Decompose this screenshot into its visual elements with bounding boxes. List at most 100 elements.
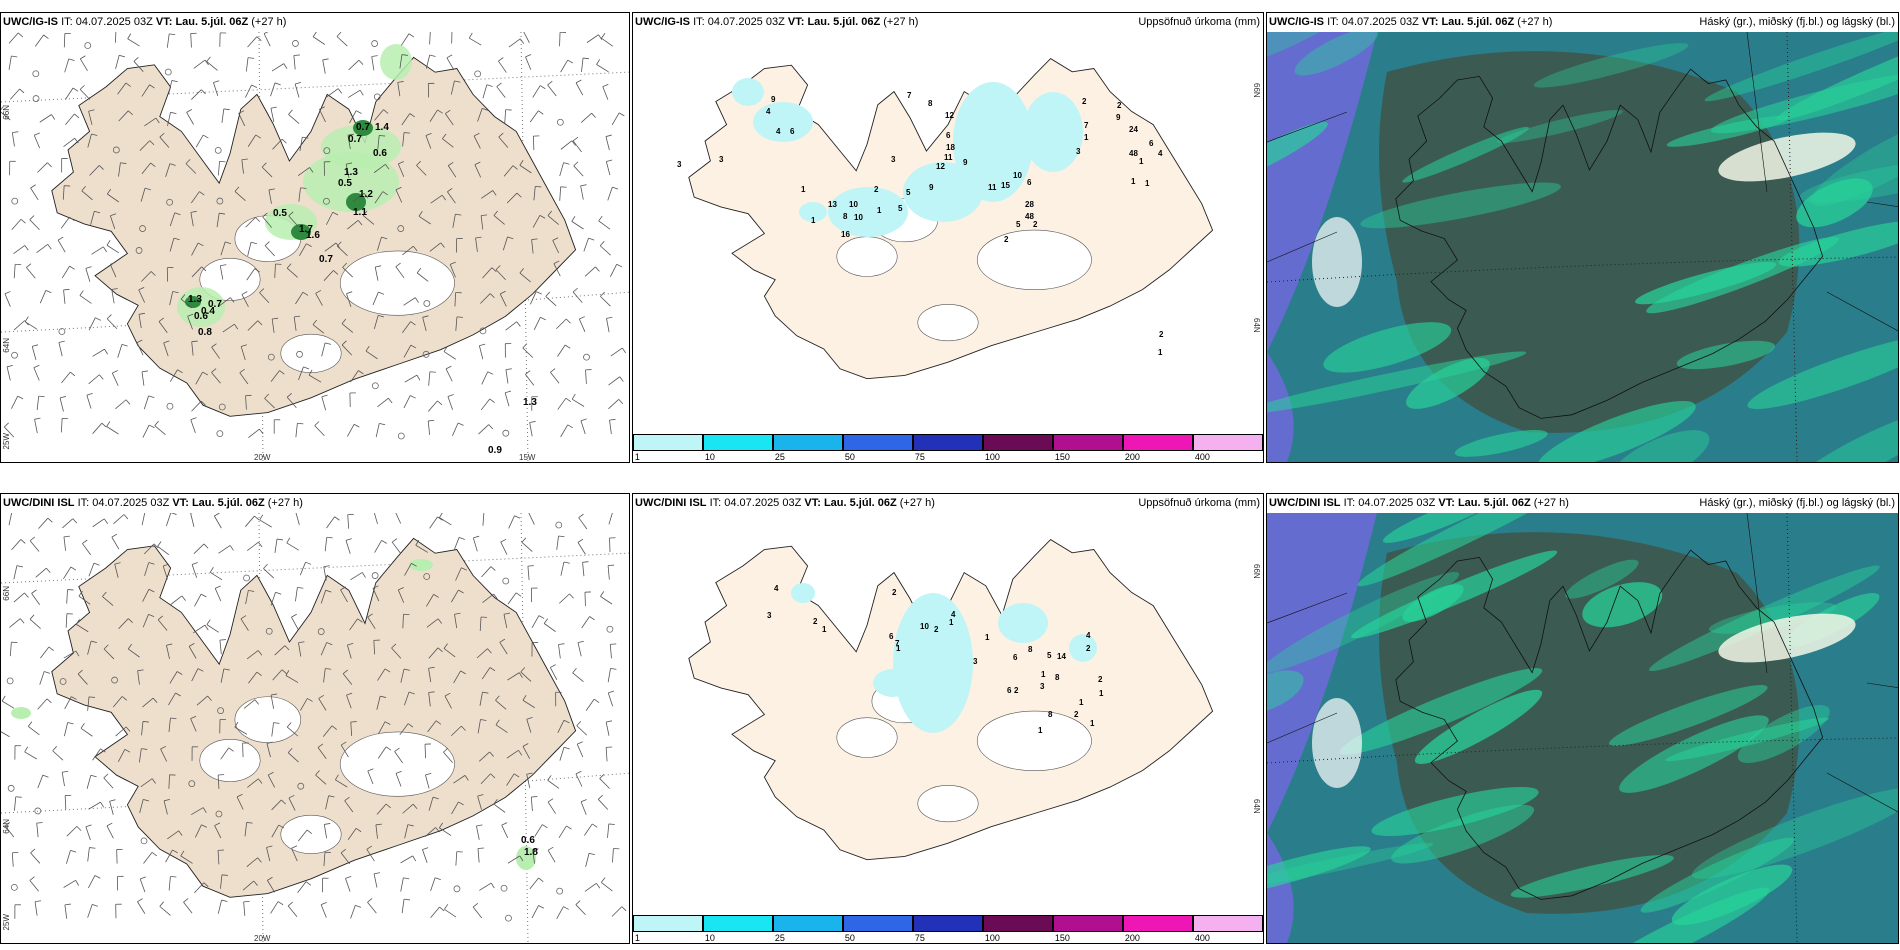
precip-value-label: 4 bbox=[774, 584, 779, 593]
lat-label-66-right: 66N bbox=[1252, 83, 1261, 98]
wind-value-label: 0.5 bbox=[273, 208, 287, 219]
iceland-land bbox=[51, 537, 577, 898]
wind-value-label: 0.8 bbox=[198, 327, 212, 338]
precip-value-label: 2 bbox=[892, 588, 897, 597]
precip-value-label: 7 bbox=[907, 91, 912, 100]
colorbar-label: 1 bbox=[634, 452, 640, 462]
precip-map[interactable]: 9 4 6 4 3 3 1 1 2 3 12 9 5 5 13 10 8 16 10 1 7 8 12 6 18 11 9 15 11 1… bbox=[633, 32, 1263, 437]
precip-value-label: 1 bbox=[1099, 689, 1104, 698]
lon-label-25: 25W bbox=[2, 914, 11, 931]
cloud-layer bbox=[1267, 32, 1898, 462]
wind-value-label: 0.5 bbox=[338, 178, 352, 189]
precip-value-label: 1 bbox=[1139, 157, 1144, 166]
vt-time: Lau. 5.júl. 06Z bbox=[1441, 16, 1515, 28]
precip-value-label: 7 bbox=[1084, 121, 1089, 130]
precip-value-label: 3 bbox=[767, 611, 772, 620]
precip-value-label: 11 bbox=[988, 183, 997, 192]
precip-value-label: 7 bbox=[895, 639, 900, 648]
precip-value-label: 5 bbox=[906, 188, 911, 197]
precip-value-label: 8 bbox=[843, 212, 848, 221]
precip-value-label: 2 bbox=[1074, 710, 1079, 719]
cloud-title: Háský (gr.), miðský (fj.bl.) og lágský (… bbox=[1699, 16, 1895, 28]
cloud-map-svg bbox=[1267, 513, 1898, 943]
wind-layer: 0.61.8 bbox=[1, 513, 629, 943]
precip-value-label: 24 bbox=[1129, 125, 1138, 134]
precip-title: Uppsöfnuð úrkoma (mm) bbox=[1138, 16, 1260, 28]
it-label: IT: bbox=[61, 16, 73, 28]
model-name: UWC/DINI ISL bbox=[1269, 497, 1341, 509]
precip-value-label: 2 bbox=[934, 625, 939, 634]
precip-value-label: 1 bbox=[801, 185, 806, 194]
precip-value-label: 8 bbox=[1048, 710, 1053, 719]
wind-value-label: 0.7 bbox=[208, 299, 222, 310]
colorbar-label: 400 bbox=[1194, 933, 1210, 943]
colorbar-cell bbox=[703, 434, 773, 451]
lon-label-25: 25W bbox=[2, 433, 11, 450]
precip-value-label: 9 bbox=[771, 95, 776, 104]
wind-panel-bottom: UWC/DINI ISL IT: 04.07.2025 03Z VT: Lau.… bbox=[0, 493, 630, 944]
vt-label: VT: bbox=[787, 16, 805, 28]
colorbar-cell bbox=[633, 915, 703, 932]
it-time: 04.07.2025 03Z bbox=[724, 497, 802, 509]
vt-label: VT: bbox=[1438, 497, 1455, 509]
wind-map[interactable]: 0.6 1.8 bbox=[1, 513, 629, 943]
colorbar-label: 25 bbox=[774, 452, 785, 462]
precip-value-label: 6 bbox=[946, 131, 951, 140]
colorbar-label: 50 bbox=[844, 452, 855, 462]
wind-value-label: 0.4 bbox=[201, 306, 215, 317]
precip-value-label: 6 bbox=[1149, 139, 1154, 148]
colorbar-cell bbox=[1193, 915, 1263, 932]
model-name: UWC/IG-IS bbox=[1269, 16, 1324, 28]
lead-time: (+27 h) bbox=[267, 497, 303, 509]
vt-label: VT: bbox=[155, 16, 173, 28]
colorbar-label: 200 bbox=[1124, 452, 1140, 462]
precip-value-label: 13 bbox=[828, 200, 837, 209]
precip-value-label: 1 bbox=[1084, 133, 1089, 142]
precip-value-label: 2 bbox=[1014, 686, 1019, 695]
vt-label: VT: bbox=[172, 497, 189, 509]
precip-value-label: 4 bbox=[766, 107, 771, 116]
colorbar-cell bbox=[773, 434, 843, 451]
precip-value-label: 1 bbox=[1038, 726, 1043, 735]
it-time: 04.07.2025 03Z bbox=[1341, 16, 1419, 28]
lat-label-64: 64N bbox=[2, 338, 11, 353]
wind-map[interactable]: 0.7 1.4 0.7 0.6 1.3 0.5 1.2 1.1 0.5 1.7 1.6 0.7 1.3 0… bbox=[1, 32, 629, 462]
precip-value-label: 3 bbox=[719, 155, 724, 164]
precip-value-label: 2 bbox=[813, 617, 818, 626]
lat-label-64-right: 64N bbox=[1252, 318, 1261, 333]
cloud-map[interactable] bbox=[1267, 513, 1898, 943]
lat-label-66-right: 66N bbox=[1252, 564, 1261, 579]
vt-time: Lau. 5.júl. 06Z bbox=[191, 497, 265, 509]
precip-value-label: 28 bbox=[1025, 200, 1034, 209]
precip-value-label: 8 bbox=[1055, 673, 1060, 682]
precip-value-label: 15 bbox=[1001, 181, 1010, 190]
wind-value-label: 1.7 bbox=[299, 224, 313, 235]
wind-value-label: 0.7 bbox=[319, 254, 333, 265]
lon-label-15: 15W bbox=[519, 453, 536, 462]
wind-value-label: 1.6 bbox=[306, 230, 320, 241]
cloud-map[interactable] bbox=[1267, 32, 1898, 462]
precip-value-label: 3 bbox=[1040, 682, 1045, 691]
lead-time: (+27 h) bbox=[899, 497, 935, 509]
precip-value-label: 9 bbox=[963, 158, 968, 167]
wind-map-svg: 0.61.8 bbox=[1, 513, 629, 943]
colorbar-cell bbox=[633, 434, 703, 451]
wind-layer: 0.7 1.40.70.61.30.51.21.10.51.71.60.71.3 0… bbox=[1, 32, 629, 462]
it-time: 04.07.2025 03Z bbox=[75, 16, 153, 28]
precip-value-label: 10 bbox=[854, 213, 863, 222]
vt-time: Lau. 5.júl. 06Z bbox=[175, 16, 249, 28]
wind-value-label: 0.6 bbox=[194, 311, 208, 322]
precip-value-label: 3 bbox=[1076, 147, 1081, 156]
colorbar-cell bbox=[1123, 434, 1193, 451]
precip-map[interactable]: 4 3 2 1 2 7 4 1 2 10 6 1 3 1 8 6 5 14 1 8 3 2 6 4 2 2 1 1 2 1 8 1 bbox=[633, 513, 1263, 918]
colorbar-label: 75 bbox=[914, 933, 925, 943]
precip-value-label: 8 bbox=[1028, 645, 1033, 654]
wind-value-label: 1.1 bbox=[353, 207, 367, 218]
colorbar-label: 10 bbox=[704, 933, 715, 943]
precip-value-label: 48 bbox=[1025, 212, 1034, 221]
colorbar-cell bbox=[773, 915, 843, 932]
precip-value-label: 2 bbox=[1033, 220, 1038, 229]
panel-header: UWC/IG-IS IT: 04.07.2025 03Z VT: Lau. 5.… bbox=[1267, 13, 1898, 32]
